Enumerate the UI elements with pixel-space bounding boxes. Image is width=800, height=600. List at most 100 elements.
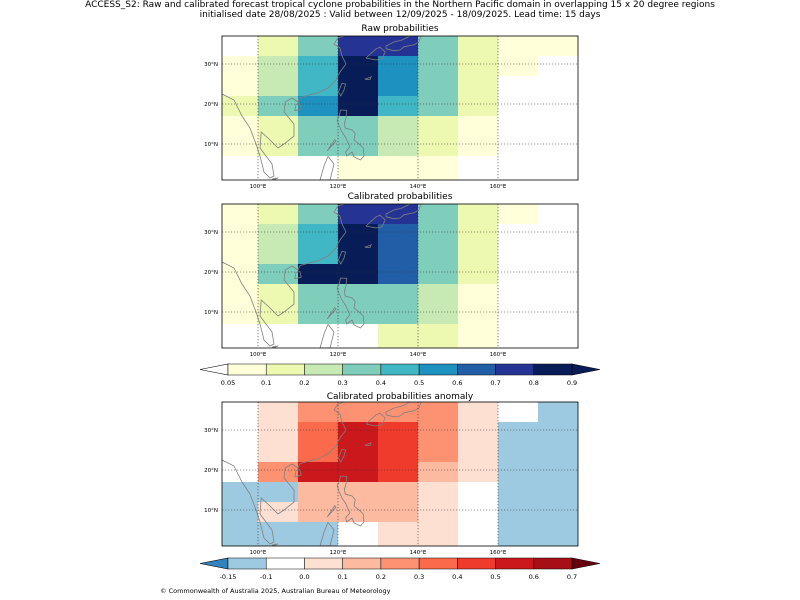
- heatmap-cell: [418, 224, 458, 244]
- heatmap-cell: [258, 224, 298, 244]
- heatmap-cell: [378, 502, 418, 522]
- heatmap-cell: [458, 442, 498, 462]
- colorbar-swatch: [457, 363, 496, 376]
- colorbar-swatch: [342, 557, 382, 570]
- heatmap-cell: [338, 136, 378, 156]
- panel-title-raw: Raw probabilities: [361, 24, 439, 34]
- map-frame: [221, 35, 579, 181]
- heatmap-cell: [538, 402, 578, 422]
- heatmap-cell: [378, 116, 418, 136]
- heatmap-cell: [222, 284, 258, 304]
- coastline: [364, 442, 372, 447]
- heatmap-cell: [498, 522, 538, 546]
- colorbar-swatch: [227, 363, 267, 376]
- heatmap-cell: [458, 482, 498, 502]
- heatmap-cell: [458, 264, 498, 284]
- y-tick-label: 30°N: [204, 62, 218, 68]
- heatmap-cell: [298, 36, 338, 56]
- colorbar-tick-label: 0.3: [337, 379, 347, 387]
- heatmap-cell: [418, 76, 458, 96]
- coastlines: [222, 204, 422, 348]
- heatmap-cell: [338, 284, 378, 304]
- heatmap-cell: [418, 304, 458, 324]
- colorbar-tick-label: -0.1: [260, 573, 273, 581]
- heatmap-cell: [338, 402, 378, 422]
- heatmap-cell: [298, 442, 338, 462]
- heatmap-cell: [338, 76, 378, 96]
- heatmap-cell: [298, 204, 338, 224]
- coastline: [365, 46, 386, 61]
- heatmap-cell: [378, 264, 418, 284]
- heatmap-cell: [258, 284, 298, 304]
- colorbar-probability: 0.05 0.1 0.2 0.3 0.4 0.5 0.6 0.7 0.8 0.9: [199, 363, 601, 387]
- colorbar-tick-label: 0.1: [337, 573, 347, 581]
- heatmap-cell: [338, 522, 378, 546]
- heatmap-cell: [258, 522, 298, 546]
- heatmap-cell: [418, 116, 458, 136]
- map-panel-1: 100°E 120°E 140°E 160°E 10°N 20°N 30°N: [204, 35, 579, 190]
- colorbar-swatch: [304, 363, 343, 376]
- heatmap-cell: [498, 56, 538, 76]
- heatmap-cell: [298, 284, 338, 304]
- colorbar-swatch: [227, 557, 267, 570]
- coastline: [222, 402, 347, 545]
- coastline: [326, 138, 337, 152]
- x-tick-label: 100°E: [250, 352, 267, 358]
- heatmap-cell: [418, 502, 458, 522]
- heatmap-cell: [222, 224, 258, 244]
- heatmap-cell: [378, 224, 418, 244]
- heatmap-cell: [458, 96, 498, 116]
- x-tick-label: 120°E: [330, 550, 347, 556]
- y-tick-label: 20°N: [204, 468, 218, 474]
- colorbar-anomaly: -0.15 -0.1 0.0 0.1 0.2 0.3 0.4 0.5 0.6 0.7: [199, 557, 601, 581]
- colorbar-swatch: [304, 557, 343, 570]
- heatmap-cell: [378, 422, 418, 442]
- colorbar-tick-label: 0.8: [529, 379, 539, 387]
- heatmap-cell: [418, 442, 458, 462]
- heatmap-cell: [298, 502, 338, 522]
- colorbar-tick-label: 0.7: [567, 573, 577, 581]
- heatmap-cell: [378, 204, 418, 224]
- coastline: [222, 204, 347, 347]
- coastline: [271, 543, 279, 546]
- coastline: [338, 82, 347, 97]
- colorbar-tick-label: 0.05: [221, 379, 235, 387]
- y-tick-label: 10°N: [204, 508, 218, 514]
- heatmap-cell: [298, 422, 338, 442]
- heatmap-cell: [378, 442, 418, 462]
- heatmap-cell: [258, 116, 298, 136]
- coastline: [294, 271, 302, 280]
- heatmap-cell: [338, 264, 378, 284]
- heatmap-cell: [538, 462, 578, 482]
- heatmap-cell: [298, 402, 338, 422]
- heatmap-cell: [338, 482, 378, 502]
- heatmap-cell: [338, 204, 378, 224]
- coastline: [385, 36, 422, 52]
- heatmap-cell: [458, 462, 498, 482]
- copyright-credit: © Commonwealth of Australia 2025, Austra…: [160, 587, 391, 595]
- heatmap-cell: [338, 442, 378, 462]
- heatmap-cell: [338, 304, 378, 324]
- heatmap-cell: [298, 522, 338, 546]
- heatmap-cell: [222, 502, 258, 522]
- heatmap-cell: [458, 304, 498, 324]
- colorbar-swatch: [380, 557, 420, 570]
- heatmap-cell: [378, 156, 418, 180]
- heatmap-cell: [298, 462, 338, 482]
- heatmap-cell: [298, 244, 338, 264]
- heatmap-cell: [222, 264, 258, 284]
- heatmap-cell: [538, 422, 578, 442]
- heatmap-cell: [498, 462, 538, 482]
- colorbar-tick-label: 0.0: [299, 573, 309, 581]
- x-tick-label: 100°E: [250, 184, 267, 190]
- x-tick-label: 140°E: [410, 550, 427, 556]
- colorbar-tick-label: 0.4: [376, 379, 386, 387]
- coastline: [319, 323, 335, 348]
- colorbar-under-extension: [199, 363, 229, 376]
- colorbar-tick-label: 0.5: [490, 573, 500, 581]
- heatmap-cell: [458, 422, 498, 442]
- y-tick-label: 10°N: [204, 142, 218, 148]
- coastline: [319, 521, 335, 546]
- panel-title-calibrated: Calibrated probabilities: [347, 192, 453, 202]
